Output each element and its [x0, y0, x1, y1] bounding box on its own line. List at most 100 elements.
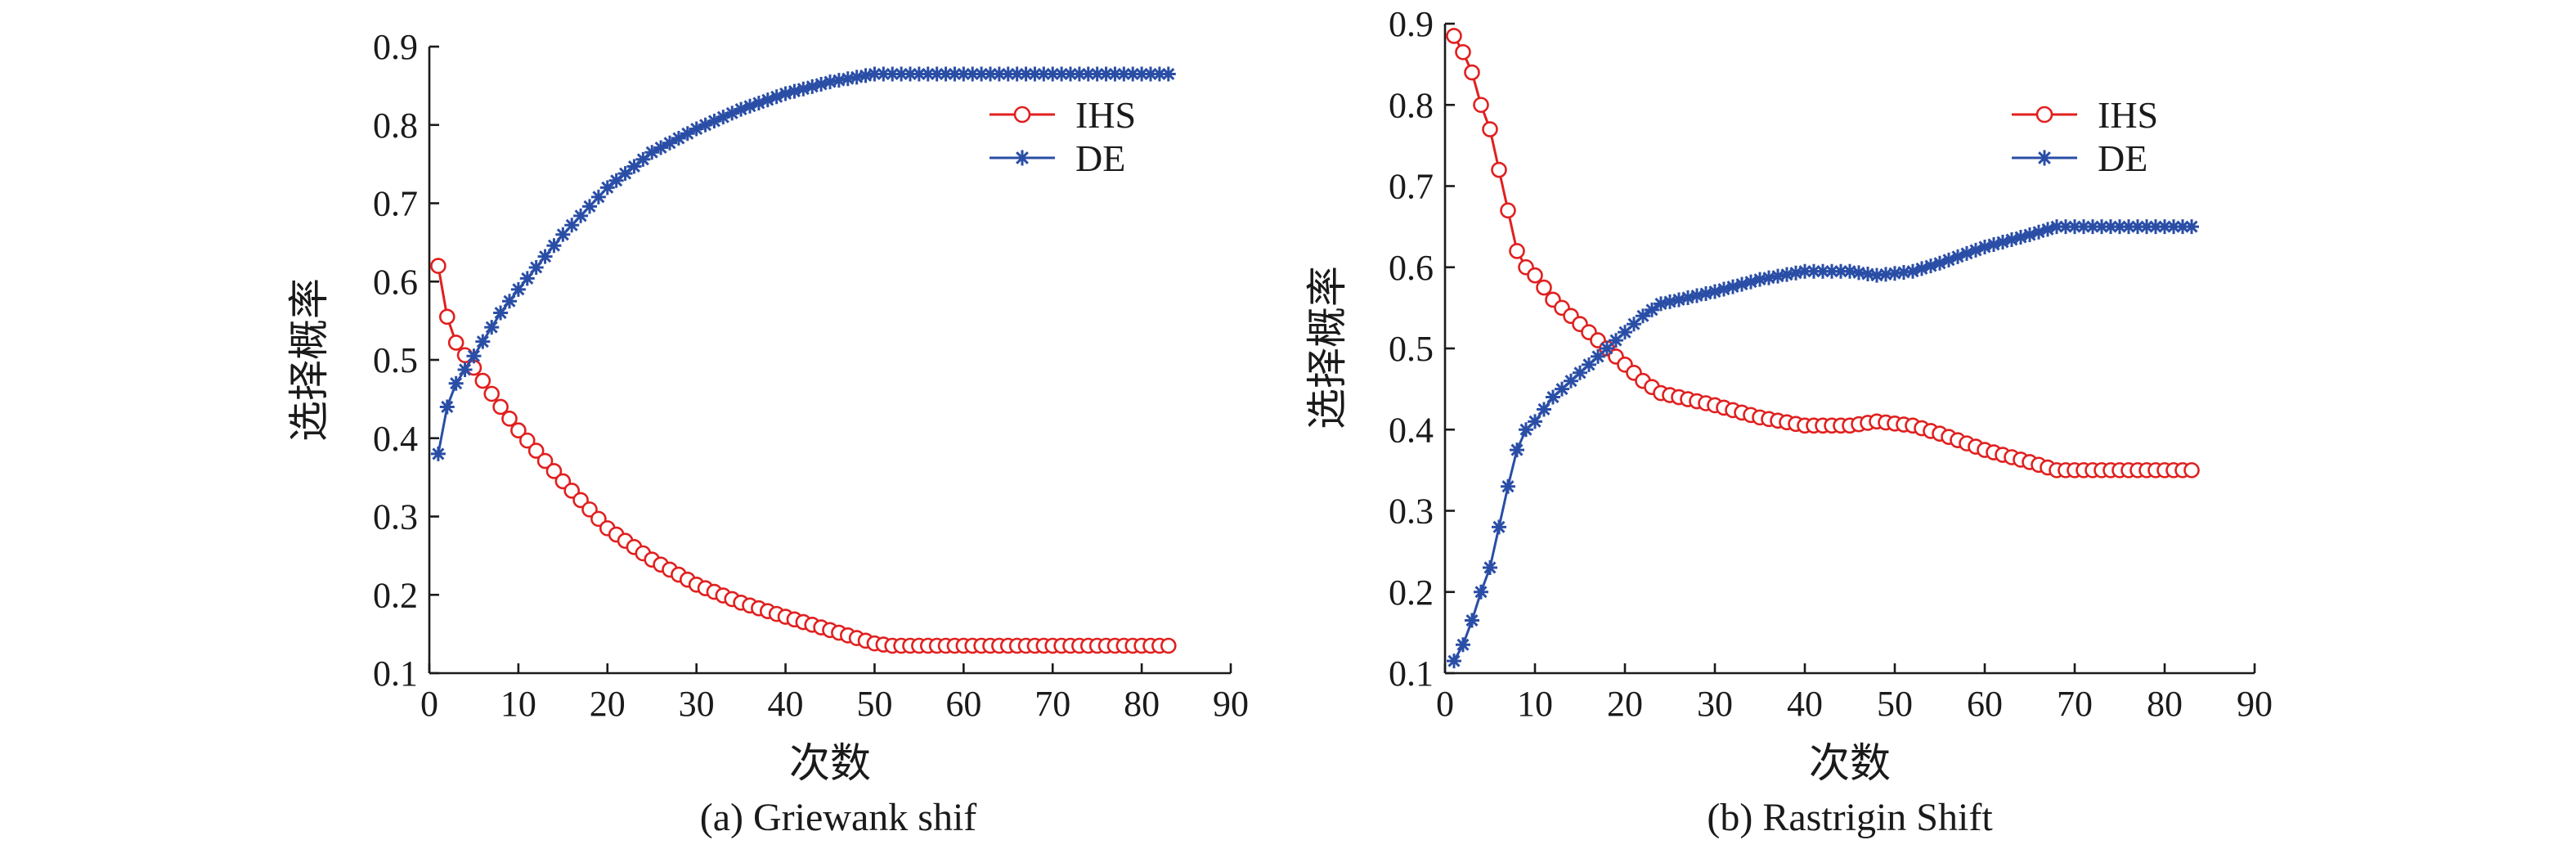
data-point	[1986, 236, 2001, 252]
data-point	[1509, 243, 1525, 259]
data-point	[1752, 272, 1767, 287]
data-point	[518, 432, 536, 449]
data-point	[1555, 381, 1569, 397]
data-point	[617, 166, 633, 182]
data-point	[1464, 64, 1480, 81]
data-point	[814, 76, 829, 92]
data-point	[1914, 261, 1929, 276]
data-point	[689, 121, 704, 137]
data-point	[796, 81, 811, 97]
legend-marker	[2036, 150, 2053, 166]
data-point	[1770, 268, 1785, 284]
y-tick-label: 0.5	[1389, 329, 1434, 369]
data-point	[1071, 66, 1087, 82]
data-point	[2121, 219, 2136, 235]
data-point	[1510, 442, 1524, 458]
data-point	[581, 501, 598, 518]
y-tick-label: 0.1	[373, 654, 418, 694]
data-point	[1501, 478, 1515, 494]
data-point	[1500, 202, 1516, 219]
data-point	[2139, 219, 2154, 235]
data-point	[2094, 219, 2109, 235]
x-tick-label: 90	[2237, 684, 2273, 724]
data-point	[653, 140, 669, 155]
data-point	[1000, 66, 1016, 82]
data-point	[2031, 224, 2046, 240]
data-point	[1591, 348, 1605, 364]
data-point	[1089, 66, 1105, 82]
x-tick-label: 10	[1517, 684, 1553, 724]
data-point	[430, 258, 447, 274]
data-point	[1536, 279, 1552, 296]
series-ihs	[1446, 28, 2200, 478]
data-point	[1151, 66, 1167, 82]
data-point	[1080, 66, 1096, 82]
data-point	[991, 66, 1007, 82]
data-point	[545, 463, 563, 479]
x-tick-label: 0	[420, 684, 438, 724]
data-point	[1932, 255, 1947, 271]
data-point	[1824, 263, 1839, 279]
data-point	[1806, 263, 1821, 279]
data-point	[1977, 239, 1992, 254]
data-point	[1600, 341, 1614, 356]
data-point	[938, 66, 954, 82]
series-line	[437, 73, 1169, 455]
data-point	[1483, 559, 1497, 575]
data-point	[537, 249, 553, 264]
data-point	[2157, 219, 2172, 235]
x-tick-label: 0	[1436, 684, 1454, 724]
data-point	[725, 106, 740, 121]
data-point	[510, 422, 527, 438]
y-tick-label: 0.8	[373, 106, 418, 146]
data-point	[1995, 234, 2010, 249]
data-point	[483, 385, 500, 402]
data-point	[1788, 265, 1803, 281]
data-point	[965, 66, 981, 82]
x-tick-label: 80	[2147, 684, 2183, 724]
data-point	[2175, 219, 2190, 235]
legend-label: IHS	[2098, 94, 2158, 136]
x-tick-label: 60	[1967, 684, 2003, 724]
axes: 0 10 20 30 40 50 60 70 80 90 0.1 0.2 0.3 0.4 0.5 0.6 0.7…	[373, 27, 1249, 724]
data-point	[1492, 519, 1506, 535]
y-axis-title: 选择概率	[1304, 266, 1350, 429]
data-point	[920, 66, 936, 82]
data-point	[1726, 279, 1740, 294]
data-point	[1027, 66, 1043, 82]
data-point	[1923, 258, 1938, 274]
data-point	[448, 375, 464, 391]
x-tick-label: 70	[2057, 684, 2093, 724]
chart-caption: (a) Griewank shif	[700, 796, 977, 839]
data-point	[1609, 333, 1623, 348]
data-point	[466, 348, 482, 364]
data-point	[1833, 263, 1848, 279]
data-point	[2004, 232, 2019, 248]
data-point	[1546, 389, 1560, 405]
y-tick-label: 0.4	[1389, 410, 1434, 450]
data-point	[492, 398, 509, 416]
x-tick-label: 90	[1213, 684, 1249, 724]
y-tick-label: 0.9	[1389, 4, 1434, 44]
x-tick-label: 60	[945, 684, 981, 724]
series-de	[430, 66, 1176, 461]
data-point	[1054, 66, 1070, 82]
x-tick-label: 50	[856, 684, 892, 724]
data-point	[947, 66, 963, 82]
legend-label: DE	[2098, 137, 2147, 179]
y-tick-label: 0.5	[373, 340, 418, 380]
data-point	[885, 66, 900, 82]
data-point	[527, 442, 545, 459]
data-point	[1528, 414, 1542, 429]
x-tick-label: 50	[1877, 684, 1913, 724]
data-point	[2085, 219, 2100, 235]
y-tick-label: 0.6	[373, 262, 418, 302]
data-point	[1627, 317, 1641, 332]
data-point	[849, 70, 864, 85]
data-point	[1473, 97, 1489, 114]
data-point	[599, 180, 615, 195]
y-tick-label: 0.2	[1389, 573, 1434, 613]
data-point	[1663, 294, 1677, 309]
x-tick-label: 10	[500, 684, 536, 724]
